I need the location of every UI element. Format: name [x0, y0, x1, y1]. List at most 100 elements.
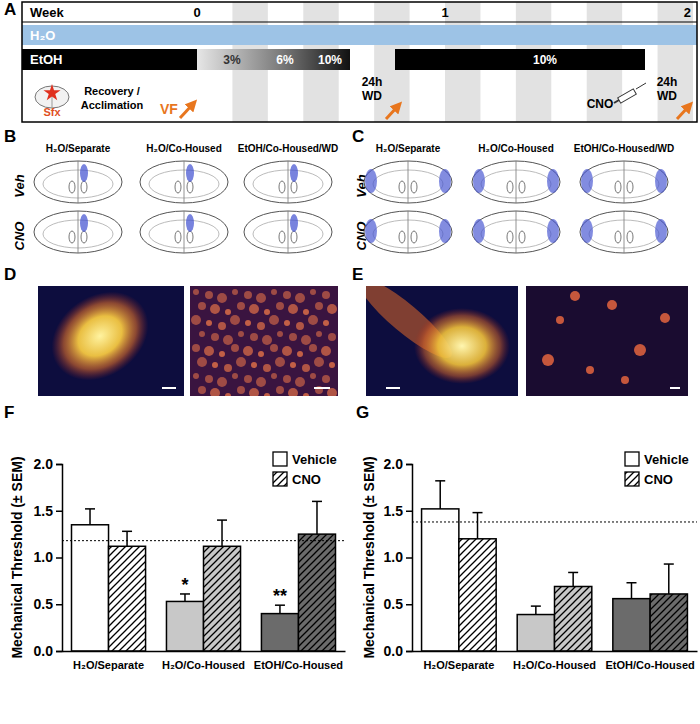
section-midline: [408, 211, 409, 253]
section-outline: [34, 161, 122, 203]
concentration: 10%: [318, 53, 342, 67]
test-label: VF: [160, 101, 178, 117]
legend-entry: CNO: [644, 472, 673, 487]
section-midline: [288, 211, 289, 253]
expression-area: [290, 164, 298, 182]
y-tick: 1.0: [384, 549, 412, 565]
section-outline: [140, 161, 228, 203]
y-tick-mark: [406, 511, 412, 513]
error-bar: [184, 594, 186, 601]
section-ventricle: [187, 181, 193, 193]
expression-area: [186, 164, 194, 182]
cell: [232, 289, 238, 295]
recovery-label: Acclimation: [81, 99, 144, 111]
y-tick-label: 1.0: [384, 549, 404, 565]
bar: [204, 546, 241, 651]
y-tick-mark: [406, 557, 412, 559]
timeline: Week012H₂OEtOH3%6%10%10%24hWD24hWDSfxRec…: [22, 2, 697, 122]
error-bar: [535, 606, 537, 614]
section-midline: [184, 211, 185, 253]
expression-area: [655, 169, 667, 193]
section-maps: H₂O/SeparateH₂O/Co-HousedEtOH/Co-Housed/…: [12, 143, 338, 253]
panel-letter: A: [4, 0, 16, 19]
concentration: 6%: [276, 53, 294, 67]
cell: [225, 393, 231, 396]
cell: [204, 346, 214, 356]
x-axis: H₂O/SeparateH₂O/Co-HousedEtOH/Co-Housed: [63, 651, 346, 671]
cell: [256, 293, 266, 303]
error-cap: [312, 501, 322, 503]
cell: [329, 362, 335, 368]
y-tick-mark: [56, 557, 62, 559]
cell: [310, 289, 316, 295]
y-axis-line: [406, 465, 413, 652]
cell: [237, 386, 245, 394]
panel-letter: E: [352, 265, 363, 284]
cell: [327, 388, 337, 396]
section-outline: [244, 211, 332, 253]
test-arrow: [180, 104, 193, 118]
scale-bar: [314, 387, 330, 389]
cell: [303, 309, 309, 315]
bar: [298, 534, 335, 651]
expression-area: [581, 219, 593, 243]
y-tick: 0.5: [384, 596, 412, 612]
section-ventricle: [291, 181, 297, 193]
section-ventricle: [615, 231, 621, 243]
cell: [264, 309, 270, 315]
figure: ABCDEFGWeek012H₂OEtOH3%6%10%10%24hWD24hW…: [0, 0, 700, 724]
expression-area: [80, 214, 88, 232]
micrograph: [190, 286, 338, 396]
bar: [261, 614, 298, 651]
y-tick: 1.0: [34, 549, 62, 565]
section-ventricle: [399, 231, 405, 243]
y-tick: 0.0: [384, 643, 412, 659]
error-bar: [279, 605, 281, 613]
expression-area: [547, 169, 559, 193]
cell: [327, 304, 337, 314]
significance: **: [273, 586, 287, 606]
section-ventricle: [279, 181, 285, 193]
bar: [613, 599, 650, 651]
cell: [237, 302, 245, 310]
micrograph: [366, 286, 518, 396]
error-cap: [122, 531, 132, 533]
group-title: H₂O/Separate: [376, 143, 441, 154]
x-axis: H₂O/SeparateH₂O/Co-HousedEtOH/Co-Housed: [413, 651, 698, 671]
cell: [308, 315, 318, 325]
bar: [109, 546, 146, 651]
section-ventricle: [519, 181, 525, 193]
cell: [217, 293, 227, 303]
cell: [556, 316, 564, 324]
cell: [276, 302, 284, 310]
cell: [256, 377, 266, 387]
cell: [244, 375, 252, 383]
x-tick-label: EtOH/Co-Housed: [254, 659, 343, 671]
y-tick-mark: [56, 604, 62, 606]
section-ventricle: [81, 231, 87, 243]
section-midline: [288, 161, 289, 203]
reference-line: [62, 540, 345, 541]
cell: [321, 346, 331, 356]
cell: [288, 388, 298, 396]
legend-swatch: [273, 472, 287, 486]
y-tick-mark: [56, 511, 62, 513]
test-arrow: [386, 106, 398, 119]
section-outline: [472, 161, 560, 203]
error-bar: [126, 531, 128, 546]
reference-line: [412, 521, 697, 522]
cell: [263, 364, 271, 372]
y-axis-title: Mechanical Threshold (± SEM): [9, 456, 25, 658]
header-rule: [22, 22, 697, 23]
section-ventricle: [175, 231, 181, 243]
group-title: H₂O/Co-Housed: [146, 143, 222, 154]
cell: [288, 304, 298, 314]
section-midline: [516, 161, 517, 203]
expression-area: [439, 169, 451, 193]
cell: [231, 344, 239, 352]
y-tick: 0.5: [34, 596, 62, 612]
timeline-frame: [22, 2, 697, 122]
error-cap: [664, 563, 674, 565]
test-arrow: [677, 106, 689, 119]
cell: [232, 373, 238, 379]
